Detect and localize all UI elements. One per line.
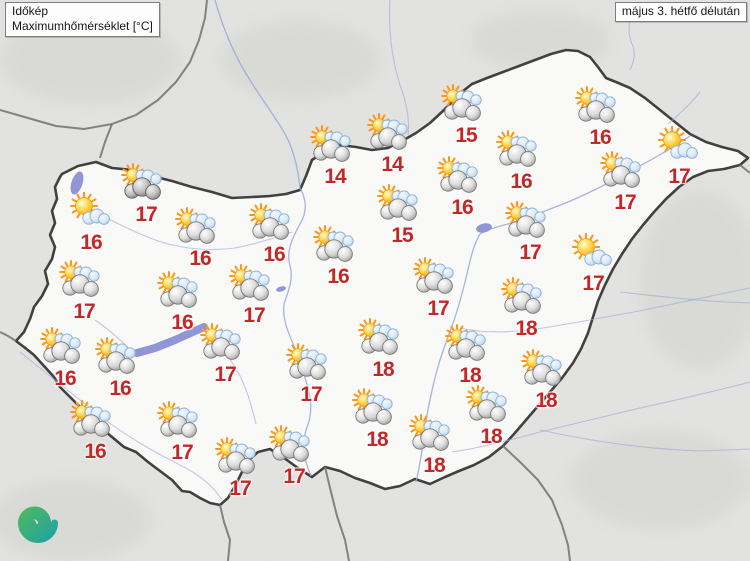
idokep-spiral-logo bbox=[17, 506, 58, 543]
date-label: május 3. hétfő délután bbox=[621, 4, 740, 18]
map-title-box: Időkép Maximumhőmérséklet [°C] bbox=[5, 2, 160, 37]
map-subtitle: Maximumhőmérséklet [°C] bbox=[12, 19, 153, 33]
app-title: Időkép bbox=[12, 4, 49, 18]
date-box: május 3. hétfő délután bbox=[614, 2, 747, 22]
